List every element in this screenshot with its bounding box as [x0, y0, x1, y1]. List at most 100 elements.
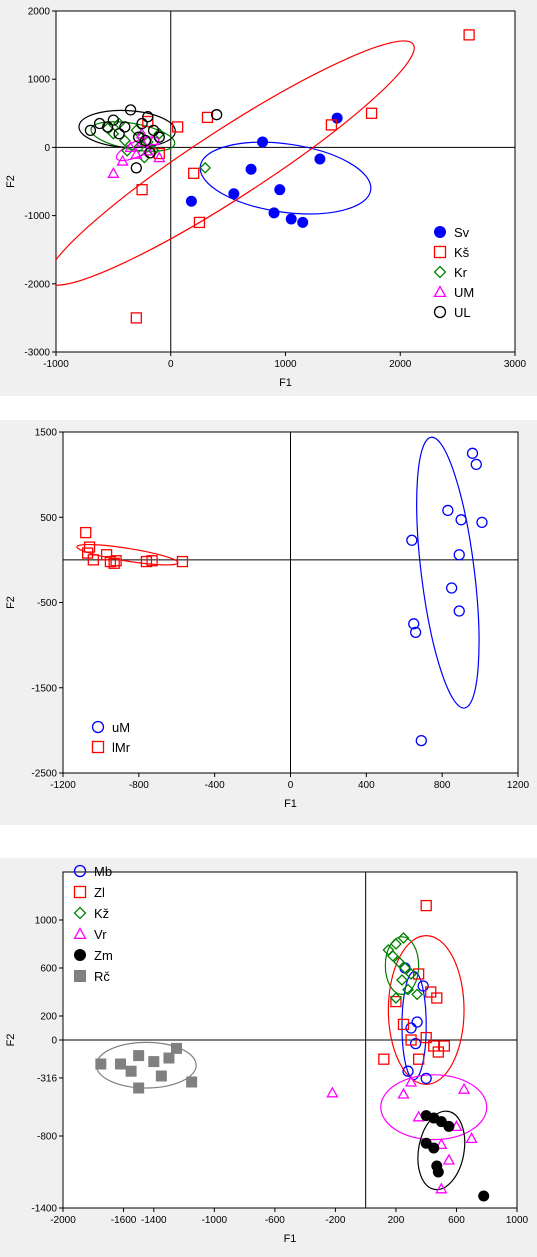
x-tick-label: 200 — [388, 1215, 405, 1226]
y-tick-label: -800 — [37, 1132, 57, 1143]
point-Kš — [136, 184, 148, 196]
point-Zl — [412, 1053, 425, 1065]
y-tick-label: -1400 — [31, 1204, 57, 1215]
point-Kš — [142, 115, 154, 128]
legend-label-uM: uM — [112, 720, 130, 735]
y-tick-label: -316 — [37, 1073, 57, 1084]
point-Vr — [435, 1138, 448, 1150]
confidence-ellipse-uM — [416, 436, 480, 709]
x-tick-label: -400 — [205, 780, 225, 791]
point-Sv — [285, 213, 297, 225]
data-layer — [76, 436, 488, 747]
confidence-ellipse-Zl — [387, 934, 465, 1086]
point-Kž — [386, 950, 399, 962]
legend-marker-uM — [91, 720, 105, 734]
legend-marker-UM — [433, 285, 447, 298]
point-Sv — [268, 207, 280, 219]
point-UL — [136, 117, 148, 130]
x-tick-label: 0 — [168, 359, 174, 370]
point-lMr — [83, 541, 96, 553]
point-lMr — [110, 555, 122, 567]
point-UL — [144, 147, 156, 159]
confidence-ellipse-Kž — [384, 936, 420, 996]
point-uM — [453, 605, 465, 617]
point-uM — [442, 504, 454, 517]
point-Kž — [396, 974, 408, 986]
legend-marker-Kš — [433, 245, 447, 259]
point-Vr — [457, 1082, 471, 1094]
point-Zl — [420, 1031, 432, 1044]
x-axis-label: F1 — [284, 798, 297, 810]
x-axis-label: F1 — [284, 1233, 297, 1245]
point-Kš — [325, 119, 338, 131]
legend-marker-Zm — [74, 949, 86, 961]
point-UL — [147, 124, 160, 137]
point-UL — [139, 134, 152, 147]
point-UM — [116, 154, 129, 166]
point-uM — [408, 618, 420, 630]
legend-marker-lMr — [91, 740, 105, 754]
y-axis-label: F2 — [5, 596, 17, 609]
point-Rč — [95, 1058, 107, 1070]
point-UM — [153, 151, 166, 163]
point-uM — [455, 514, 467, 526]
y-tick-label: -500 — [37, 598, 57, 609]
legend-label-Zl: Zl — [94, 885, 105, 900]
point-Kr — [138, 151, 151, 164]
legend-label-UL: UL — [454, 305, 471, 320]
point-Zm — [432, 1166, 444, 1178]
point-Sv — [297, 216, 309, 228]
legend-marker-Vr — [73, 927, 87, 940]
point-UL — [142, 111, 154, 123]
point-UL — [130, 162, 142, 174]
point-Rč — [171, 1042, 182, 1054]
x-tick-label: 600 — [448, 1215, 465, 1226]
legend-label-Rč: Rč — [94, 969, 110, 984]
point-lMr — [80, 526, 92, 539]
x-tick-label: 1000 — [506, 1215, 529, 1226]
point-Zl — [397, 1018, 410, 1031]
point-Zm — [478, 1190, 490, 1202]
point-Kr — [130, 124, 143, 137]
x-axis-label: F1 — [279, 377, 292, 389]
point-uM — [476, 516, 488, 529]
x-tick-label: -1000 — [202, 1215, 228, 1226]
y-tick-label: 1500 — [35, 428, 58, 439]
point-Zl — [405, 1034, 417, 1046]
confidence-ellipse-Kš — [56, 40, 415, 286]
point-Mb — [405, 1022, 417, 1034]
y-axis-label: F2 — [5, 175, 17, 188]
point-UM — [130, 147, 143, 159]
x-tick-label: -600 — [265, 1215, 285, 1226]
point-uM — [409, 626, 422, 638]
point-Rč — [115, 1058, 127, 1070]
point-Kr — [118, 134, 131, 147]
point-Zl — [420, 899, 432, 912]
point-Vr — [435, 1182, 448, 1194]
point-Zm — [428, 1142, 440, 1154]
legend-marker-Sv — [434, 226, 446, 238]
x-tick-label: 0 — [288, 780, 294, 791]
y-tick-label: 1000 — [28, 75, 51, 86]
point-Rč — [133, 1050, 145, 1062]
point-UM — [107, 166, 120, 178]
point-Vr — [465, 1132, 478, 1144]
point-Mb — [420, 1072, 432, 1085]
point-Sv — [245, 163, 257, 175]
point-lMr — [81, 547, 94, 559]
chart-panel-1: -1000 0 1000 2000 3000 -3000 -2000 -1000 0 1000 20… — [0, 0, 537, 396]
point-UL — [101, 121, 114, 133]
chart-2-svg: -1200 -800 -400 0 400 800 1200 -2500 -1500 -500 50… — [5, 428, 530, 811]
y-tick-label: 2000 — [28, 7, 51, 18]
point-Sv — [331, 112, 343, 124]
x-tick-label: 3000 — [504, 359, 527, 370]
point-Zm — [443, 1120, 455, 1132]
point-Kr — [107, 127, 120, 140]
point-Mb — [411, 1016, 423, 1028]
point-lMr — [140, 555, 153, 568]
x-tick-label: 1000 — [274, 359, 297, 370]
legend-label-lMr: lMr — [112, 740, 131, 755]
legend-label-Zm: Zm — [94, 948, 113, 963]
x-tick-label: -1600 — [111, 1215, 137, 1226]
y-tick-label: 600 — [40, 964, 57, 975]
